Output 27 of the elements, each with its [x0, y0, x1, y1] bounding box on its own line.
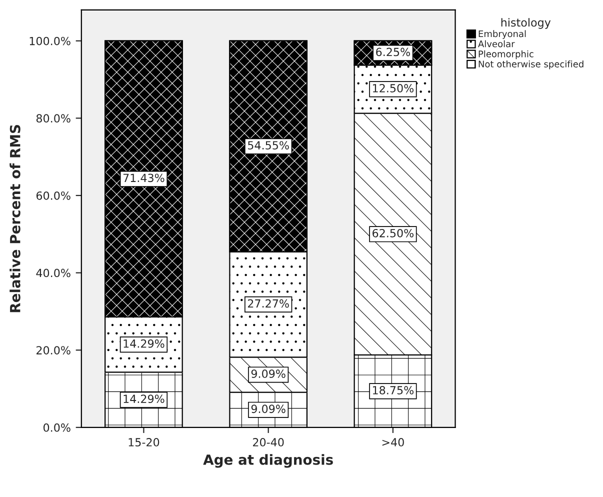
data-label: 18.75% — [372, 386, 414, 394]
y-axis-title: Relative Percent of RMS — [10, 125, 20, 312]
x-tick-label: 20-40 — [253, 438, 284, 446]
data-label: 71.43% — [123, 174, 164, 182]
y-tick-label: 20.0% — [36, 346, 70, 354]
y-tick-label: 80.0% — [36, 114, 70, 123]
legend-title: histology — [501, 18, 551, 29]
data-label: 6.25% — [376, 48, 410, 56]
text: Not otherwise specified — [478, 60, 584, 70]
data-label: 27.27% — [248, 299, 289, 308]
y-tick-label: 100.0% — [30, 36, 70, 46]
y-tick-label: 60.0% — [36, 191, 70, 200]
data-label: 54.55% — [248, 141, 289, 150]
data-label: 9.09% — [251, 370, 286, 378]
y-tick-label: 40.0% — [36, 268, 70, 278]
x-axis-title: Age at diagnosis — [203, 454, 333, 468]
y-tick-label: 0.0% — [43, 423, 70, 432]
text: Pleomorphic — [478, 50, 534, 60]
data-label: 14.29% — [124, 394, 164, 404]
x-tick-label: 15-20 — [128, 438, 160, 446]
data-label: 14.29% — [124, 339, 164, 348]
data-label: 62.50% — [372, 228, 414, 238]
legend-label: Embryonal — [478, 30, 526, 39]
data-label: 12.50% — [372, 84, 414, 92]
data-label: 9.09% — [251, 404, 286, 414]
x-tick-label: >40 — [382, 438, 404, 446]
text: Alveolar — [478, 40, 515, 48]
